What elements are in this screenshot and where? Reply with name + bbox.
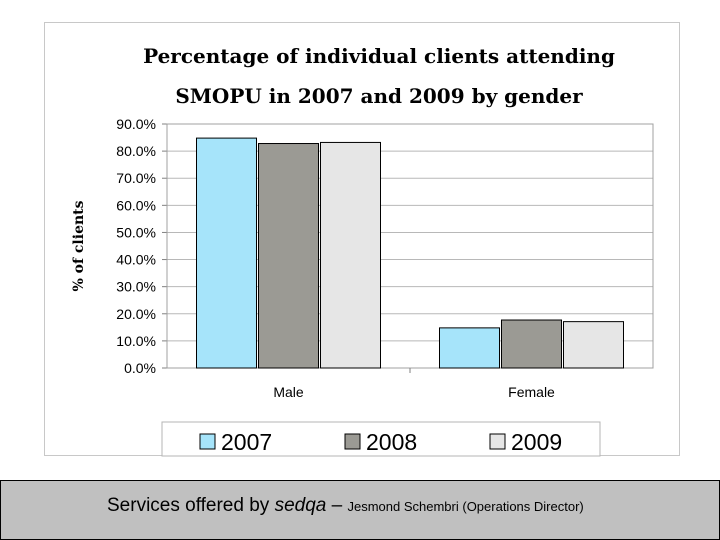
y-tick-label: 0.0%: [124, 360, 156, 376]
y-axis-label: % of clients: [71, 200, 87, 291]
footer-bar: Services offered by sedqa – Jesmond Sche…: [0, 480, 720, 540]
legend-swatch-2008: [344, 433, 361, 450]
legend-label-2007: 2007: [221, 429, 272, 455]
plot-area: 0.0% 10.0% 20.0% 30.0% 40.0% 50.0% 60.0% 70.0% 8…: [116, 116, 654, 400]
footer-text-dash: –: [326, 495, 348, 516]
y-tick-label: 80.0%: [116, 143, 156, 159]
legend-swatch-2007: [199, 433, 216, 450]
bar-male-2008: [258, 143, 319, 369]
y-tick-label: 10.0%: [116, 333, 156, 349]
legend-label-2009: 2009: [511, 429, 562, 455]
y-tick-label: 20.0%: [116, 306, 156, 322]
bar-female-2007: [439, 327, 500, 369]
footer-caption: Services offered by sedqa – Jesmond Sche…: [107, 495, 584, 517]
footer-text-main: Services offered by: [107, 495, 275, 516]
bar-female-2008: [501, 319, 562, 369]
footer-text-italic: sedqa: [274, 495, 327, 516]
y-tick-label: 30.0%: [116, 279, 156, 295]
y-tick-label: 50.0%: [116, 224, 156, 240]
chart: Percentage of individual clients attendi…: [71, 44, 654, 457]
y-tick-label: 70.0%: [116, 170, 156, 186]
chart-title-line-2: SMOPU in 2007 and 2009 by gender: [175, 84, 583, 108]
bar-male-2009: [320, 141, 381, 369]
footer-text-small: Jesmond Schembri (Operations Director): [347, 499, 584, 514]
legend: 2007 2008 2009: [161, 421, 601, 457]
bar-male-2007: [196, 137, 257, 369]
legend-label-2008: 2008: [366, 429, 417, 455]
legend-swatch-2009: [489, 433, 506, 450]
x-category-label: Male: [273, 384, 304, 400]
bar-female-2009: [563, 321, 624, 369]
legend-box: [161, 421, 601, 457]
y-tick-label: 40.0%: [116, 252, 156, 268]
chart-frame: Percentage of individual clients attendi…: [44, 22, 680, 457]
chart-title-line-1: Percentage of individual clients attendi…: [143, 44, 615, 68]
y-tick-label: 60.0%: [116, 197, 156, 213]
x-category-label: Female: [508, 384, 555, 400]
y-tick-label: 90.0%: [116, 116, 156, 132]
